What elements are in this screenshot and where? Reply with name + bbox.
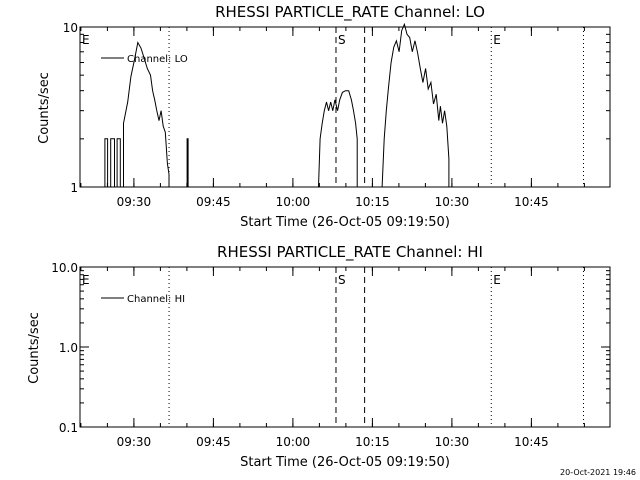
legend-entry: Channel: HI [127,294,185,305]
chart-title: RHESSI PARTICLE_RATE Channel: LO [215,3,485,22]
x-tick-label: 10:00 [276,435,311,449]
x-tick-label: 10:15 [355,435,390,449]
x-tick-label: 10:00 [276,195,311,209]
marker-label: E [82,273,90,287]
x-tick-label: 10:30 [435,435,470,449]
marker-label: S [338,33,346,47]
x-tick-label: 09:30 [117,195,152,209]
marker-label: E [493,33,501,47]
y-axis-label: Counts/sec [27,312,42,384]
x-tick-label: 10:15 [355,195,390,209]
legend-entry: Channel: LO [127,54,188,65]
x-tick-label: 09:45 [196,195,231,209]
y-axis-label: Counts/sec [37,72,52,144]
x-tick-label: 09:45 [196,435,231,449]
x-axis-label: Start Time (26-Oct-05 09:19:50) [240,455,450,470]
panel-hi: RHESSI PARTICLE_RATE Channel: HI Counts/… [27,243,611,470]
y-tick-label: 1.0 [59,341,78,355]
x-axis-label: Start Time (26-Oct-05 09:19:50) [240,215,450,230]
generated-timestamp: 20-Oct-2021 19:46 [560,468,636,477]
x-tick-label: 10:45 [514,435,549,449]
y-tick-label: 1 [70,181,78,195]
x-tick-label: 10:30 [435,195,470,209]
x-tick-label: 10:45 [514,195,549,209]
y-tick-label: 10.0 [51,261,78,275]
panel-lo: RHESSI PARTICLE_RATE Channel: LO Counts/… [37,3,611,230]
x-tick-label: 09:30 [117,435,152,449]
chart-title: RHESSI PARTICLE_RATE Channel: HI [217,243,483,262]
series-line [104,22,450,188]
y-tick-label: 0.1 [59,421,78,435]
marker-label: S [338,273,346,287]
y-tick-label: 10 [63,21,78,35]
marker-label: E [493,273,501,287]
marker-label: E [82,33,90,47]
